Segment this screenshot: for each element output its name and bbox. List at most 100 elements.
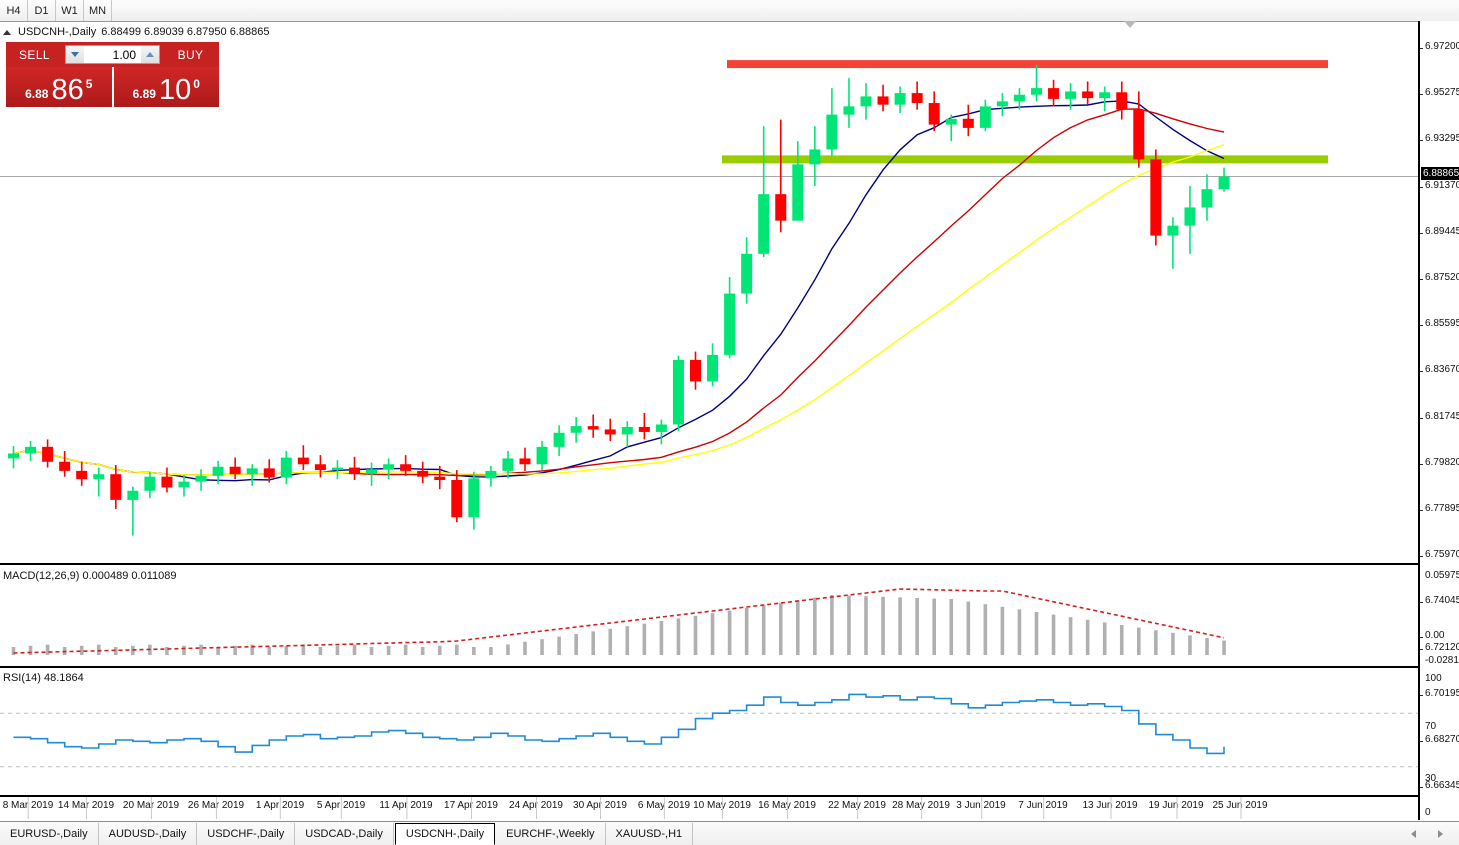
one-click-trading-panel[interactable]: SELL 1.00 BUY 6.88 86 5 6.89 10 0	[6, 42, 219, 107]
price-tick-label: 6.72120	[1420, 642, 1459, 653]
candle-body	[962, 118, 974, 128]
candle-body	[996, 101, 1008, 107]
chart-tab[interactable]: EURUSD-,Daily	[0, 822, 99, 845]
macd-bar	[574, 634, 578, 655]
candle-body	[1099, 92, 1111, 99]
timeframe-button-h4[interactable]: H4	[0, 0, 28, 21]
price-tick-label: 6.89445	[1420, 226, 1459, 237]
chart-canvas[interactable]: MACD(12,26,9) 0.000489 0.011089 RSI(14) …	[0, 21, 1418, 820]
chart-tab[interactable]: USDCNH-,Daily	[394, 822, 496, 845]
date-tick-label: 20 Mar 2019	[123, 797, 179, 819]
macd-bar	[1171, 632, 1175, 655]
candle-body	[553, 432, 565, 447]
candle-body	[297, 457, 309, 465]
price-tick-label: 6.79820	[1420, 457, 1459, 468]
macd-bar	[1000, 606, 1005, 655]
macd-bar	[727, 610, 732, 655]
collapse-triangle-icon[interactable]	[3, 29, 11, 35]
sell-button[interactable]: SELL	[6, 42, 63, 67]
date-tick-separator	[920, 797, 922, 819]
candle-body	[400, 464, 412, 471]
date-tick-label: 7 Jun 2019	[1018, 797, 1068, 819]
macd-bar	[506, 644, 510, 655]
price-tick-label: 6.74045	[1420, 595, 1459, 606]
macd-bar	[608, 628, 613, 655]
buy-button[interactable]: BUY	[162, 42, 219, 67]
candle-body	[8, 453, 19, 459]
macd-bar	[881, 596, 885, 655]
volume-stepper[interactable]: 1.00	[63, 42, 162, 67]
chart-drawing-surface	[0, 60, 1418, 814]
candle-body	[877, 96, 889, 105]
resistance-line	[727, 60, 1328, 69]
macd-bar	[420, 647, 425, 655]
candle-body	[417, 470, 429, 477]
trade-controls-row: SELL 1.00 BUY	[6, 42, 219, 67]
candle-body	[724, 293, 736, 355]
date-tick-separator	[663, 797, 665, 819]
bid-price-fraction: 5	[85, 77, 93, 91]
macd-bar	[761, 605, 766, 655]
date-tick-separator	[786, 797, 788, 819]
bid-price-quote[interactable]: 6.88 86 5	[6, 67, 112, 107]
macd-bar	[966, 601, 971, 655]
volume-dropdown-button[interactable]	[65, 45, 84, 64]
date-tick-separator	[1176, 797, 1177, 819]
price-tick-label: 6.68270	[1420, 734, 1459, 745]
ask-price-quote[interactable]: 6.89 10 0	[113, 67, 219, 107]
date-tick-separator	[216, 797, 217, 819]
macd-bar	[864, 596, 868, 655]
macd-bar	[45, 644, 50, 655]
chart-tab[interactable]: AUDUSD-,Daily	[99, 822, 198, 845]
candle-body	[110, 474, 122, 500]
candle-body	[229, 466, 241, 475]
macd-bar	[352, 644, 357, 655]
volume-input[interactable]: 1.00	[84, 45, 141, 64]
price-tick-label: 6.95275	[1420, 87, 1459, 98]
macd-tick-label: -0.02816	[1425, 655, 1459, 666]
rsi-tick-label: 100	[1425, 673, 1442, 684]
date-tick-label: 1 Apr 2019	[256, 797, 304, 819]
candle-body	[331, 467, 343, 471]
tabbar-scroll-arrows[interactable]	[1411, 829, 1459, 838]
macd-bar	[983, 604, 988, 655]
macd-bar	[96, 644, 101, 655]
macd-bar	[114, 647, 118, 655]
price-axis[interactable]: 6.97200 6.95275 6.93295 6.91370 6.89445 6.875…	[1418, 21, 1459, 820]
chart-tab[interactable]: USDCHF-,Daily	[197, 822, 296, 845]
timeframe-button-mn[interactable]: MN	[84, 0, 112, 21]
macd-bar	[1034, 612, 1039, 655]
scroll-right-icon[interactable]	[1438, 829, 1443, 838]
timeframe-button-d1[interactable]: D1	[28, 0, 56, 21]
date-tick-separator	[151, 797, 152, 819]
date-tick-separator	[1043, 797, 1044, 819]
macd-bar	[1205, 638, 1209, 655]
quote-row: 6.88 86 5 6.89 10 0	[6, 67, 219, 107]
macd-bar	[693, 615, 698, 655]
macd-bar	[472, 647, 476, 655]
macd-bar	[830, 595, 834, 655]
chart-tab[interactable]: USDCAD-,Daily	[295, 822, 394, 845]
candle-body	[144, 476, 156, 491]
scroll-left-icon[interactable]	[1411, 829, 1416, 838]
time-axis[interactable]: 8 Mar 2019 14 Mar 2019 20 Mar 2019 26 Mar 2…	[0, 795, 1418, 820]
volume-increment-button[interactable]	[141, 45, 160, 64]
candle-body	[1167, 225, 1179, 236]
candle-body	[809, 149, 821, 165]
chart-tab[interactable]: EURCHF-,Weekly	[496, 822, 606, 845]
candle-body	[1184, 207, 1196, 226]
macd-bar	[165, 647, 169, 655]
candle-body	[42, 446, 54, 462]
price-tick-label: 6.83670	[1420, 364, 1459, 375]
timeframe-button-w1[interactable]: W1	[56, 0, 84, 21]
macd-bar	[301, 644, 306, 655]
rsi-indicator-label: RSI(14) 48.1864	[3, 672, 84, 684]
price-tick-label: 6.85595	[1420, 318, 1459, 329]
support-line	[722, 155, 1328, 164]
rsi-tick-label: 30	[1425, 773, 1437, 784]
date-tick-label: 14 Mar 2019	[58, 797, 114, 819]
ma-line-yellow	[13, 144, 1225, 476]
price-tick-label: 6.97200	[1420, 41, 1459, 52]
chart-tab[interactable]: XAUUSD-,H1	[606, 822, 694, 845]
